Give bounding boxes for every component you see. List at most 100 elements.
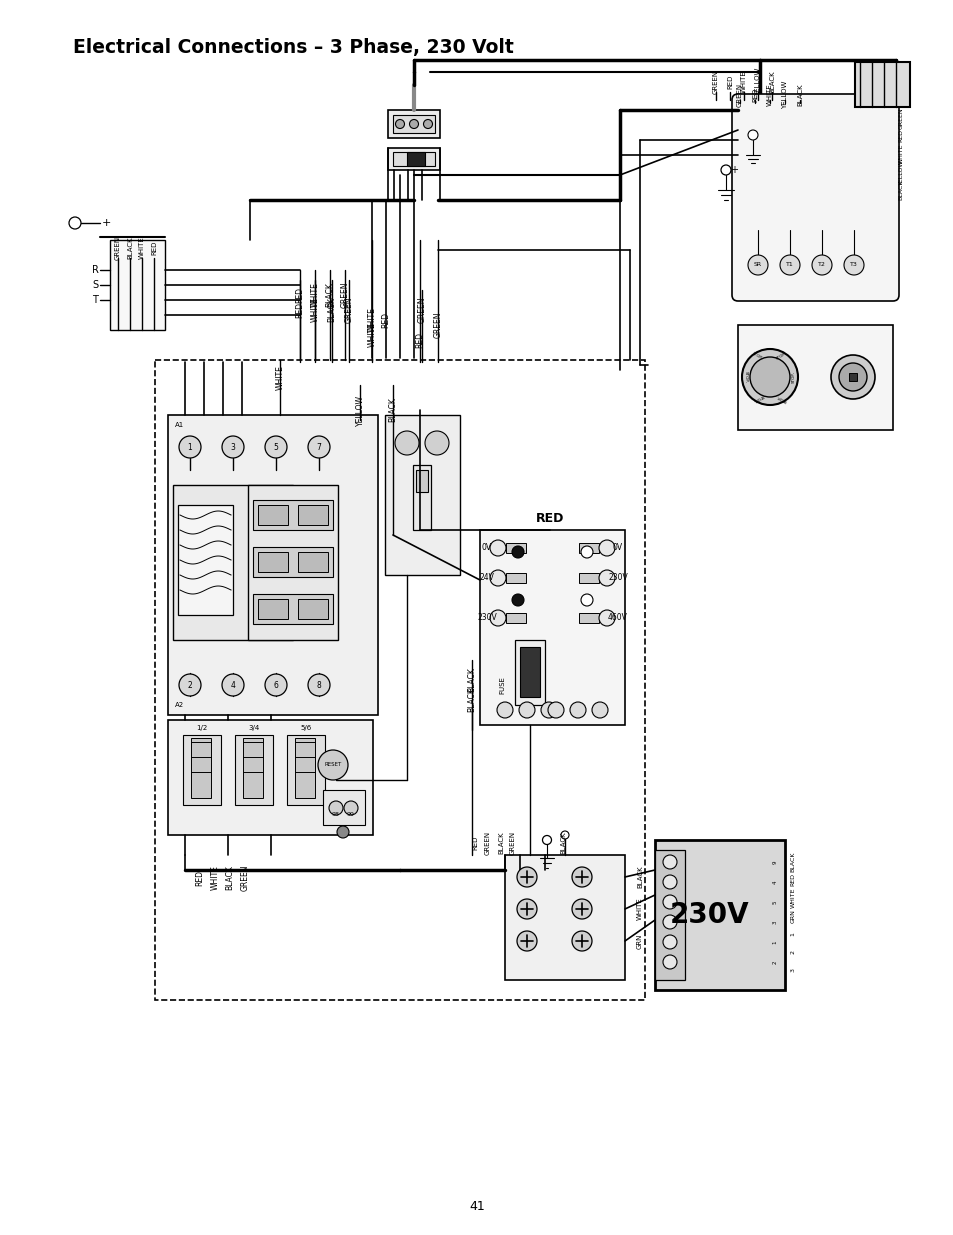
Bar — [578, 543, 598, 553]
Text: 460V: 460V — [607, 614, 627, 622]
Text: STOP-: STOP- — [791, 370, 795, 383]
Text: 2: 2 — [772, 961, 777, 963]
Text: 5/6: 5/6 — [300, 725, 312, 731]
Bar — [393, 152, 435, 165]
Circle shape — [542, 836, 551, 845]
Text: 1: 1 — [188, 442, 193, 452]
Bar — [191, 739, 211, 798]
Text: 2: 2 — [790, 950, 795, 953]
Circle shape — [490, 610, 505, 626]
Circle shape — [572, 931, 592, 951]
Text: BLACK: BLACK — [388, 398, 397, 422]
Text: 24V: 24V — [479, 573, 494, 583]
Circle shape — [580, 546, 593, 558]
Text: 5: 5 — [772, 900, 777, 904]
Text: 0V: 0V — [612, 543, 622, 552]
Circle shape — [838, 363, 866, 391]
Circle shape — [308, 674, 330, 697]
Text: BLACK: BLACK — [467, 688, 476, 713]
Circle shape — [662, 935, 677, 948]
Text: BLACK: BLACK — [768, 70, 774, 94]
Text: BLACK: BLACK — [467, 668, 476, 693]
Text: WHITE: WHITE — [637, 898, 642, 920]
Bar — [248, 485, 337, 640]
Text: 3: 3 — [790, 968, 795, 972]
Text: BLACK: BLACK — [637, 866, 642, 888]
Circle shape — [547, 701, 563, 718]
Text: GREEN: GREEN — [712, 70, 719, 94]
Circle shape — [265, 436, 287, 458]
Text: YELLOW: YELLOW — [898, 159, 902, 185]
Text: RED: RED — [381, 312, 390, 329]
Text: 9: 9 — [772, 861, 777, 863]
Circle shape — [497, 701, 513, 718]
Text: 0V: 0V — [481, 543, 492, 552]
Text: WHITE: WHITE — [766, 84, 772, 106]
Text: BLACK: BLACK — [225, 866, 234, 890]
Bar — [515, 640, 544, 705]
Circle shape — [424, 431, 449, 454]
Circle shape — [592, 701, 607, 718]
Bar — [385, 415, 459, 576]
Circle shape — [490, 571, 505, 585]
Bar — [388, 148, 439, 170]
Circle shape — [308, 436, 330, 458]
Circle shape — [720, 165, 730, 175]
Text: SR: SR — [753, 263, 761, 268]
Text: RED: RED — [472, 836, 477, 850]
Bar — [519, 647, 539, 697]
Text: GREEN: GREEN — [737, 83, 742, 107]
Circle shape — [741, 350, 797, 405]
Bar — [154, 359, 644, 1000]
Text: 4: 4 — [772, 881, 777, 884]
Circle shape — [780, 254, 800, 275]
Text: GRN: GRN — [637, 934, 642, 948]
Text: 6: 6 — [274, 680, 278, 689]
Bar — [253, 500, 333, 530]
Bar — [178, 505, 233, 615]
Text: BLACK: BLACK — [497, 831, 503, 855]
Text: BLACK: BLACK — [559, 831, 565, 855]
Bar — [505, 543, 525, 553]
Circle shape — [843, 254, 863, 275]
Text: BLACK: BLACK — [327, 298, 336, 322]
Circle shape — [662, 855, 677, 869]
Text: BLACK: BLACK — [898, 180, 902, 200]
Circle shape — [490, 540, 505, 556]
Circle shape — [512, 594, 523, 606]
Bar — [183, 735, 221, 805]
Circle shape — [512, 546, 523, 558]
Circle shape — [179, 436, 201, 458]
Text: 99: 99 — [347, 813, 355, 818]
Circle shape — [572, 867, 592, 887]
Text: STOP-: STOP- — [775, 393, 787, 403]
Circle shape — [69, 217, 81, 228]
Bar — [297, 552, 328, 572]
Circle shape — [222, 436, 244, 458]
Text: STOP-: STOP- — [743, 370, 747, 383]
Text: 4: 4 — [231, 680, 235, 689]
Text: 3: 3 — [231, 442, 235, 452]
Text: YELLOW: YELLOW — [355, 394, 364, 426]
Circle shape — [598, 571, 615, 585]
Text: RED: RED — [195, 869, 204, 885]
Text: STOP-: STOP- — [775, 352, 787, 361]
Text: GREEN: GREEN — [433, 311, 442, 338]
Text: RED: RED — [295, 287, 304, 303]
Text: Electrical Connections – 3 Phase, 230 Volt: Electrical Connections – 3 Phase, 230 Vo… — [73, 37, 514, 57]
Text: WHITE: WHITE — [139, 237, 145, 259]
Text: WHITE: WHITE — [310, 298, 319, 322]
Bar — [416, 471, 428, 492]
Text: BLACK: BLACK — [127, 237, 132, 259]
Text: RED: RED — [751, 88, 758, 103]
Text: 8: 8 — [316, 680, 321, 689]
Circle shape — [811, 254, 831, 275]
Text: 1/2: 1/2 — [196, 725, 208, 731]
Text: RESET: RESET — [324, 762, 341, 767]
Bar — [297, 599, 328, 619]
Bar — [297, 505, 328, 525]
Text: WHITE: WHITE — [740, 70, 746, 94]
Circle shape — [572, 899, 592, 919]
Bar — [168, 720, 373, 835]
Text: R: R — [91, 266, 98, 275]
